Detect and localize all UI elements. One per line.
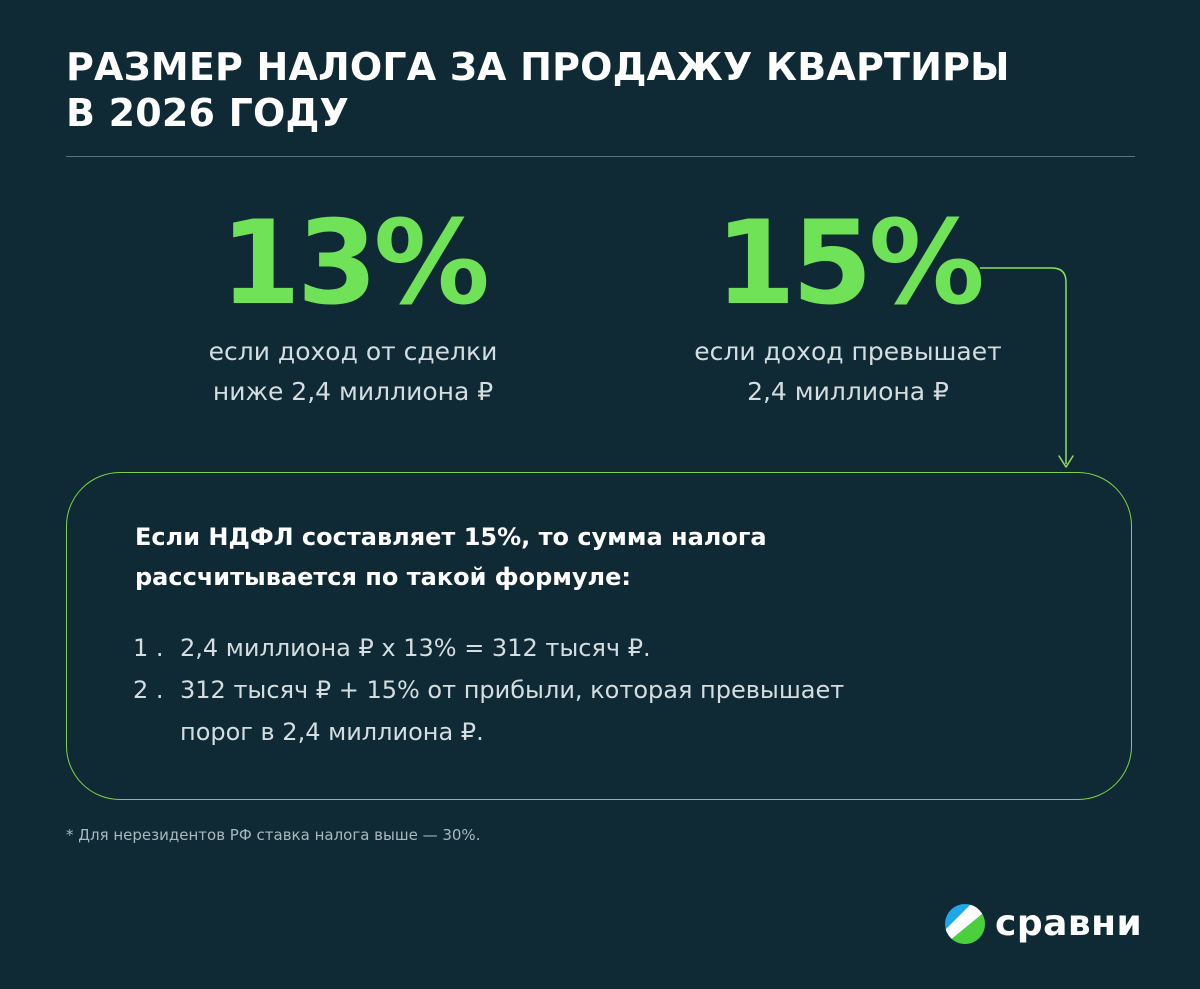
brand: сравни — [943, 902, 1142, 946]
formula-step-1: 1 . 2,4 миллиона ₽ х 13% = 312 тысяч ₽. — [133, 627, 1033, 669]
step-text-line-2: порог в 2,4 миллиона ₽. — [180, 718, 484, 746]
step-text-line-1: 2,4 миллиона ₽ х 13% = 312 тысяч ₽. — [180, 634, 651, 662]
formula-heading-line-2: рассчитывается по такой формуле: — [135, 563, 631, 591]
rate-13-value: 13% — [220, 196, 490, 331]
step-text: 312 тысяч ₽ + 15% от прибыли, которая пр… — [180, 669, 1033, 753]
footnote: * Для нерезидентов РФ ставка налога выше… — [66, 826, 481, 844]
formula-heading-line-1: Если НДФЛ составляет 15%, то сумма налог… — [135, 523, 767, 551]
formula-step-2: 2 . 312 тысяч ₽ + 15% от прибыли, котора… — [133, 669, 1033, 753]
step-text-line-1: 312 тысяч ₽ + 15% от прибыли, которая пр… — [180, 676, 845, 704]
rate-15-value: 15% — [715, 196, 985, 331]
formula-heading: Если НДФЛ составляет 15%, то сумма налог… — [135, 517, 1035, 597]
title-divider — [66, 156, 1135, 157]
brand-name: сравни — [995, 903, 1143, 944]
step-text: 2,4 миллиона ₽ х 13% = 312 тысяч ₽. — [180, 627, 1033, 669]
sravni-logo-icon — [945, 904, 985, 944]
step-number: 2 . — [133, 676, 164, 704]
rate-13-block: 13% если доход от сделки ниже 2,4 миллио… — [133, 196, 573, 412]
formula-box: Если НДФЛ составляет 15%, то сумма налог… — [66, 472, 1132, 800]
rate-13-caption-line-2: ниже 2,4 миллиона ₽ — [212, 377, 494, 406]
rate-15-block: 15% если доход превышает 2,4 миллиона ₽ — [628, 196, 1068, 412]
title-line-1: РАЗМЕР НАЛОГА ЗА ПРОДАЖУ КВАРТИРЫ — [66, 45, 1010, 89]
formula-steps: 1 . 2,4 миллиона ₽ х 13% = 312 тысяч ₽. … — [133, 627, 1033, 753]
rate-15-caption: если доход превышает 2,4 миллиона ₽ — [628, 332, 1068, 412]
connector-arrowhead-icon — [1058, 455, 1074, 468]
rate-15-caption-line-1: если доход превышает — [694, 337, 1002, 366]
rate-15-caption-line-2: 2,4 миллиона ₽ — [747, 377, 949, 406]
page-title: РАЗМЕР НАЛОГА ЗА ПРОДАЖУ КВАРТИРЫ В 2026… — [66, 44, 1066, 136]
rate-13-caption: если доход от сделки ниже 2,4 миллиона ₽ — [133, 332, 573, 412]
step-number: 1 . — [133, 634, 164, 662]
title-line-2: В 2026 ГОДУ — [66, 91, 350, 135]
rate-13-caption-line-1: если доход от сделки — [208, 337, 498, 366]
